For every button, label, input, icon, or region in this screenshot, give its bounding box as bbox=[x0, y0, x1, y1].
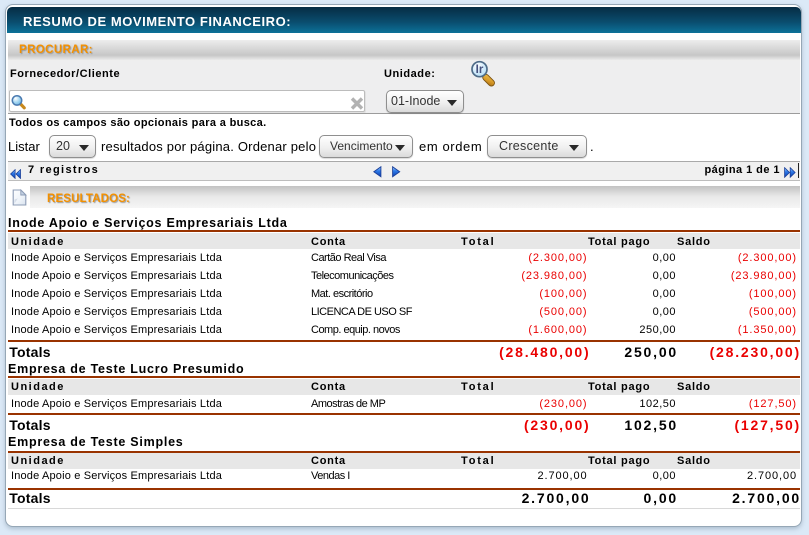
svg-text:Ir: Ir bbox=[476, 64, 484, 76]
